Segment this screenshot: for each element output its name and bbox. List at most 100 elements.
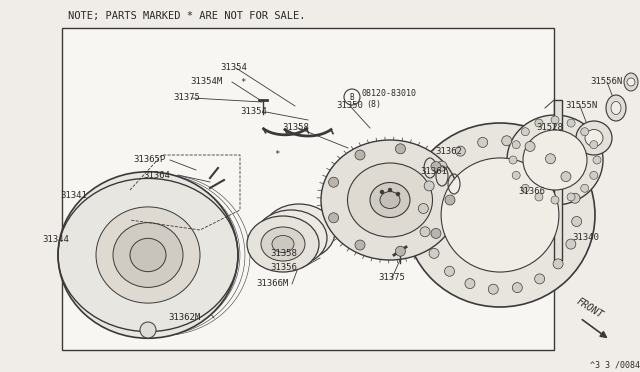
Text: 31356: 31356 bbox=[270, 263, 297, 273]
Text: 31340: 31340 bbox=[572, 234, 599, 243]
Circle shape bbox=[522, 128, 529, 136]
Text: 31361: 31361 bbox=[420, 167, 447, 176]
Text: (8): (8) bbox=[366, 99, 381, 109]
Circle shape bbox=[396, 144, 405, 154]
Text: 31344: 31344 bbox=[42, 235, 69, 244]
Ellipse shape bbox=[370, 183, 410, 218]
Circle shape bbox=[380, 190, 384, 194]
Ellipse shape bbox=[405, 123, 595, 307]
Ellipse shape bbox=[576, 121, 612, 155]
Text: 31528: 31528 bbox=[536, 124, 563, 132]
Text: *: * bbox=[274, 150, 280, 158]
Ellipse shape bbox=[269, 221, 313, 255]
Circle shape bbox=[488, 284, 499, 294]
Circle shape bbox=[328, 213, 339, 223]
Circle shape bbox=[445, 195, 455, 205]
Text: 31365P: 31365P bbox=[133, 155, 165, 164]
Text: 31375: 31375 bbox=[378, 273, 405, 282]
Ellipse shape bbox=[255, 210, 327, 266]
Ellipse shape bbox=[96, 207, 200, 303]
Circle shape bbox=[590, 141, 598, 149]
Circle shape bbox=[429, 248, 439, 259]
Ellipse shape bbox=[288, 224, 310, 241]
Circle shape bbox=[512, 171, 520, 179]
Circle shape bbox=[420, 227, 430, 237]
Circle shape bbox=[396, 192, 400, 196]
Text: 31366: 31366 bbox=[518, 187, 545, 196]
Circle shape bbox=[567, 193, 575, 201]
Circle shape bbox=[535, 193, 543, 201]
Text: FRONT: FRONT bbox=[575, 296, 605, 320]
Circle shape bbox=[140, 322, 156, 338]
Circle shape bbox=[566, 239, 576, 249]
Circle shape bbox=[355, 240, 365, 250]
Ellipse shape bbox=[277, 215, 321, 249]
Ellipse shape bbox=[321, 140, 459, 260]
Text: ^3 3 /0084: ^3 3 /0084 bbox=[590, 360, 640, 369]
Ellipse shape bbox=[507, 115, 603, 205]
Text: 31375: 31375 bbox=[173, 93, 200, 103]
Circle shape bbox=[580, 128, 589, 136]
Circle shape bbox=[456, 146, 465, 156]
Circle shape bbox=[437, 161, 447, 171]
Circle shape bbox=[561, 171, 571, 182]
Circle shape bbox=[465, 279, 475, 289]
Text: 31354M: 31354M bbox=[190, 77, 222, 87]
Text: 31350: 31350 bbox=[336, 102, 363, 110]
Circle shape bbox=[545, 154, 556, 164]
Text: 31366M: 31366M bbox=[256, 279, 288, 289]
Text: 31354: 31354 bbox=[240, 108, 267, 116]
Bar bbox=[62, 28, 554, 350]
Circle shape bbox=[627, 78, 635, 86]
Ellipse shape bbox=[263, 204, 335, 260]
Ellipse shape bbox=[130, 238, 166, 272]
Ellipse shape bbox=[441, 158, 559, 272]
Ellipse shape bbox=[606, 95, 626, 121]
Circle shape bbox=[355, 150, 365, 160]
Circle shape bbox=[522, 184, 529, 192]
Text: 31364: 31364 bbox=[143, 170, 170, 180]
Circle shape bbox=[593, 156, 601, 164]
Circle shape bbox=[535, 119, 543, 127]
Text: 31362M: 31362M bbox=[168, 314, 200, 323]
Text: 08120-83010: 08120-83010 bbox=[362, 90, 417, 99]
Circle shape bbox=[424, 181, 434, 191]
Circle shape bbox=[419, 203, 428, 214]
Ellipse shape bbox=[247, 216, 319, 272]
Ellipse shape bbox=[380, 192, 400, 208]
Text: B: B bbox=[349, 93, 355, 102]
Ellipse shape bbox=[280, 230, 302, 247]
Circle shape bbox=[570, 193, 580, 203]
Circle shape bbox=[525, 141, 535, 151]
Ellipse shape bbox=[58, 172, 238, 338]
Text: *: * bbox=[240, 77, 245, 87]
Circle shape bbox=[534, 274, 545, 284]
Text: 31556N: 31556N bbox=[590, 77, 622, 87]
Circle shape bbox=[512, 283, 522, 293]
Circle shape bbox=[431, 228, 441, 238]
Circle shape bbox=[580, 184, 589, 192]
Circle shape bbox=[445, 266, 454, 276]
Circle shape bbox=[328, 177, 339, 187]
Ellipse shape bbox=[585, 129, 603, 147]
Ellipse shape bbox=[272, 235, 294, 253]
Text: 31362: 31362 bbox=[435, 148, 462, 157]
Text: 31341: 31341 bbox=[60, 190, 87, 199]
Ellipse shape bbox=[348, 163, 433, 237]
Ellipse shape bbox=[611, 102, 621, 115]
Circle shape bbox=[567, 119, 575, 127]
Circle shape bbox=[512, 141, 520, 149]
Circle shape bbox=[388, 188, 392, 192]
Circle shape bbox=[590, 171, 598, 179]
Bar bbox=[554, 100, 562, 260]
Circle shape bbox=[396, 246, 405, 256]
Circle shape bbox=[509, 156, 517, 164]
Circle shape bbox=[551, 116, 559, 124]
Circle shape bbox=[572, 217, 582, 227]
Ellipse shape bbox=[523, 130, 587, 190]
Circle shape bbox=[431, 161, 441, 171]
Circle shape bbox=[551, 196, 559, 204]
Text: 31555N: 31555N bbox=[565, 102, 597, 110]
Circle shape bbox=[477, 137, 488, 147]
Circle shape bbox=[502, 136, 512, 146]
